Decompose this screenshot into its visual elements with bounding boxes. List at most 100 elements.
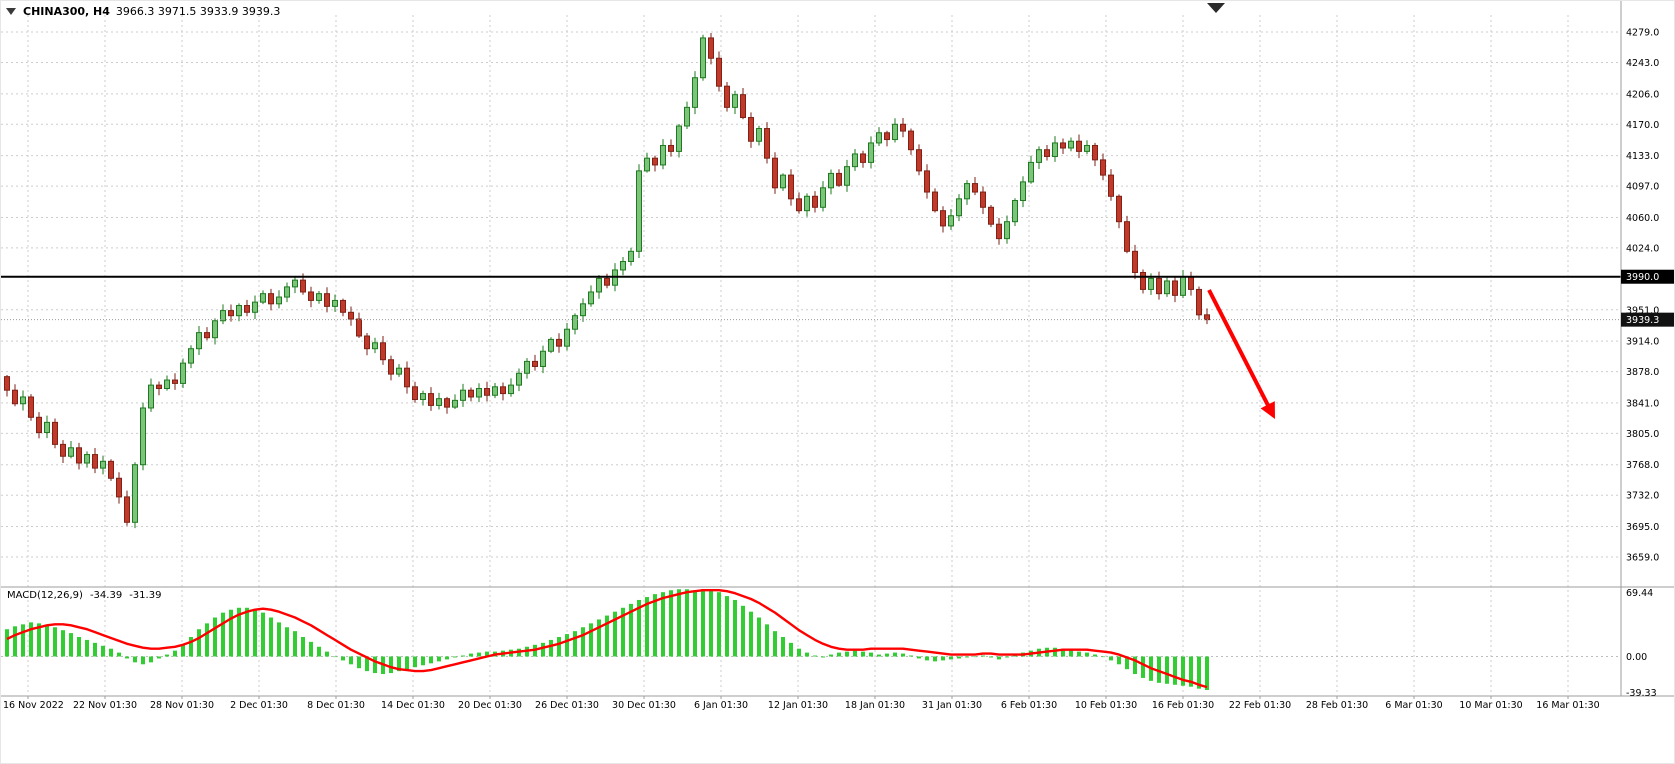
macd-histogram-bar (853, 650, 857, 657)
candle-body (972, 183, 978, 193)
candle-body (276, 296, 282, 305)
price-axis-label: 3841.0 (1626, 398, 1659, 409)
macd-histogram-bar (77, 637, 81, 657)
macd-histogram-bar (1093, 654, 1097, 657)
macd-histogram-bar (1157, 656, 1161, 683)
time-axis-label: 2 Dec 01:30 (230, 700, 288, 711)
candle-body (620, 260, 626, 271)
macd-histogram-bar (917, 656, 921, 659)
price-axis-label: 4279.0 (1626, 28, 1659, 39)
macd-histogram-bar (325, 651, 329, 657)
candle-body (1060, 142, 1066, 149)
macd-histogram-bar (989, 656, 993, 658)
macd-histogram-bar (821, 656, 825, 658)
candle-body (436, 398, 442, 406)
candle-body (324, 293, 330, 307)
candle-body (700, 37, 706, 79)
candle-body (132, 464, 138, 523)
candle-body (788, 174, 794, 200)
trend-arrow-head[interactable] (1260, 401, 1275, 419)
macd-histogram-bar (861, 651, 865, 657)
macd-histogram-bar (933, 656, 937, 662)
macd-histogram-bar (557, 637, 561, 657)
price-axis-label: 4097.0 (1626, 182, 1659, 193)
time-axis-label: 10 Mar 01:30 (1459, 700, 1522, 711)
candle-body (1172, 280, 1178, 296)
candle-body (1124, 221, 1130, 252)
candle-body (652, 157, 658, 166)
macd-histogram-bar (29, 622, 33, 657)
candle-body (380, 342, 386, 361)
candle-body (1004, 221, 1010, 240)
candle-body (140, 407, 146, 466)
macd-histogram-bar (749, 611, 753, 657)
macd-histogram-bar (669, 590, 673, 657)
time-axis-label: 16 Nov 2022 (3, 700, 64, 711)
candle-body (852, 153, 858, 168)
candle-body (692, 77, 698, 108)
macd-histogram-bar (981, 655, 985, 657)
macd-histogram-bar (549, 639, 553, 657)
macd-histogram-bar (21, 624, 25, 657)
macd-histogram-bar (269, 617, 273, 657)
candle-body (1092, 144, 1098, 161)
candle-body (292, 279, 298, 288)
candle-body (492, 386, 498, 396)
candle-body (180, 362, 186, 384)
time-axis-label: 10 Feb 01:30 (1075, 700, 1137, 711)
macd-histogram-bar (261, 612, 265, 657)
macd-histogram-bar (877, 654, 881, 657)
macd-histogram-bar (837, 652, 841, 657)
price-axis-label: 4206.0 (1626, 89, 1659, 100)
macd-histogram-bar (829, 654, 833, 657)
candle-body (204, 332, 210, 339)
macd-histogram-bar (125, 656, 129, 659)
candle-body (76, 447, 82, 464)
chart-ohlc-values: 3966.3 3971.5 3933.9 3939.3 (115, 5, 281, 18)
macd-histogram-bar (1109, 656, 1113, 661)
candle-body (860, 153, 866, 163)
candle-body (12, 389, 18, 405)
macd-histogram-bar (797, 648, 801, 657)
trend-arrow-annotation[interactable] (1207, 289, 1272, 410)
macd-histogram-bar (5, 629, 9, 657)
chart-shift-marker-icon[interactable] (1207, 3, 1225, 13)
candle-body (220, 310, 226, 322)
macd-histogram-bar (157, 656, 161, 659)
macd-histogram-bar (133, 656, 137, 663)
macd-histogram-bar (341, 656, 345, 661)
candle-body (1076, 140, 1082, 152)
price-axis-label: 3659.0 (1626, 553, 1659, 564)
candle-body (1196, 288, 1202, 316)
candle-body (1100, 159, 1106, 176)
macd-histogram-bar (1061, 648, 1065, 657)
macd-histogram-bar (165, 654, 169, 657)
macd-histogram-bar (773, 631, 777, 657)
macd-histogram-bar (717, 592, 721, 657)
macd-histogram-bar (541, 642, 545, 657)
time-axis-label: 18 Jan 01:30 (845, 700, 905, 711)
candle-body (1068, 140, 1074, 149)
candle-body (996, 223, 1002, 240)
macd-histogram-bar (1133, 656, 1137, 675)
candle-body (20, 396, 26, 405)
macd-histogram-bar (301, 637, 305, 657)
macd-histogram-bar (141, 656, 145, 665)
candle-body (1012, 200, 1018, 223)
macd-histogram-bar (45, 625, 49, 657)
macd-histogram-bar (605, 615, 609, 657)
macd-histogram-bar (173, 650, 177, 657)
candle-body (964, 183, 970, 200)
macd-histogram-bar (1053, 647, 1057, 657)
candle-body (812, 195, 818, 208)
macd-histogram-bar (221, 612, 225, 657)
candle-body (988, 206, 994, 225)
macd-histogram-bar (1197, 656, 1201, 689)
candle-body (476, 388, 482, 398)
macd-histogram-bar (573, 631, 577, 657)
candle-body (796, 198, 802, 212)
macd-histogram-bar (317, 646, 321, 657)
candle-body (332, 299, 338, 307)
candle-body (404, 367, 410, 388)
